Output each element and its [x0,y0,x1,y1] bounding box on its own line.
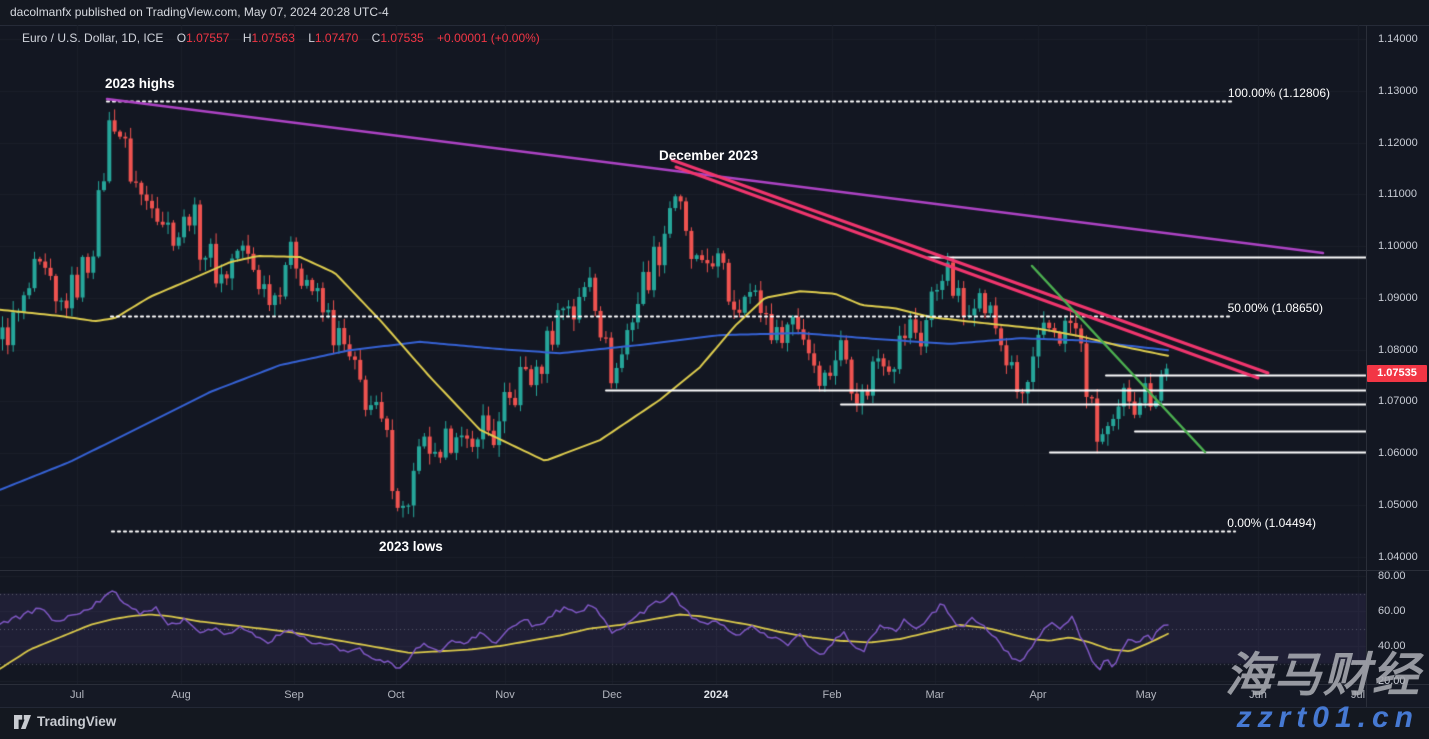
price-axis-tick[interactable]: 1.11000 [1378,188,1417,201]
symbol-title[interactable]: Euro / U.S. Dollar, 1D, ICE [22,31,164,45]
time-axis-label-aug[interactable]: Aug [171,689,191,701]
time-axis-label-nov[interactable]: Nov [495,689,515,701]
price-axis-tick[interactable]: 1.05000 [1378,498,1418,511]
ohlc-low-value: 1.07470 [314,31,359,45]
ohlc-low-label: L [308,31,315,45]
symbol-legend[interactable]: Euro / U.S. Dollar, 1D, ICE O1.07557 H1.… [22,31,540,45]
time-axis[interactable] [0,684,1429,708]
fib-level-label[interactable]: 100.00% (1.12806) [1227,86,1330,100]
time-axis-label-sep[interactable]: Sep [284,689,304,701]
last-price-badge: 1.07535 [1367,365,1427,383]
rsi-axis-tick[interactable]: 40.00 [1378,640,1406,652]
fib-level-label[interactable]: 0.00% (1.04494) [1227,515,1316,530]
time-axis-label-may[interactable]: May [1135,689,1157,701]
footer-bar [0,707,1429,739]
price-axis-tick[interactable]: 1.08000 [1378,343,1418,356]
price-axis-tick[interactable]: 1.07000 [1378,395,1418,408]
fib-level-label[interactable]: 50.00% (1.08650) [1227,300,1323,315]
time-axis-label-dec[interactable]: Dec [602,689,622,701]
chart-annotation[interactable]: December 2023 [659,148,759,163]
ohlc-high-value: 1.07563 [251,31,295,45]
rsi-axis-tick[interactable]: 80.00 [1378,570,1406,582]
time-axis-label-feb[interactable]: Feb [822,689,842,701]
ohlc-open-label: O [176,31,187,45]
ohlc-high-label: H [242,31,252,45]
price-axis-border [1366,25,1367,707]
tradingview-logo-icon [14,714,31,729]
price-axis-tick[interactable]: 1.06000 [1378,447,1418,460]
time-axis-label-mar[interactable]: Mar [925,689,945,701]
tradingview-brand[interactable]: TradingView [14,714,116,729]
time-axis-label-oct[interactable]: Oct [387,689,405,701]
watermark-chinese-text: 海马财经 [1225,648,1421,701]
price-axis-tick[interactable]: 1.14000 [1378,33,1418,46]
watermark-site-url: zzrt01.cn [1236,701,1419,734]
time-axis-label-jul[interactable]: Jul [1350,689,1366,701]
ohlc-close-value: 1.07535 [380,31,424,45]
tradingview-wordmark: TradingView [37,714,117,729]
time-axis-label-jul[interactable]: Jul [69,689,85,701]
change-value: +0.00001 (+0.00%) [437,31,540,45]
price-axis-tick[interactable]: 1.10000 [1378,240,1418,253]
time-axis-label-2024[interactable]: 2024 [703,689,729,701]
chart-annotation[interactable]: 2023 highs [105,76,175,91]
rsi-axis-tick[interactable]: 60.00 [1378,605,1406,617]
chart-annotation[interactable]: 2023 lows [379,539,443,554]
price-axis-tick[interactable]: 1.09000 [1378,291,1418,304]
ohlc-open-value: 1.07557 [186,31,230,45]
price-axis-tick[interactable]: 1.12000 [1378,136,1418,149]
time-axis-label-apr[interactable]: Apr [1029,689,1047,701]
rsi-axis-tick[interactable]: 20.00 [1378,675,1406,687]
price-axis-tick[interactable]: 1.04000 [1378,550,1418,563]
pane-divider[interactable] [0,570,1429,571]
time-axis-label-jun[interactable]: Jun [1249,689,1267,701]
ohlc-close-label: C [371,31,381,45]
price-axis-tick[interactable]: 1.13000 [1378,84,1418,97]
